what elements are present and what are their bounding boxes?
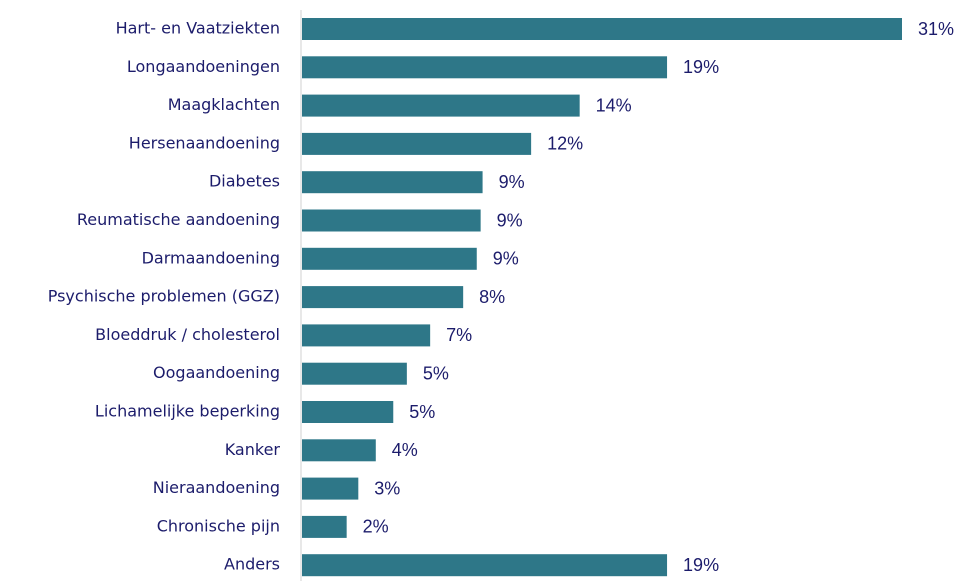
- bar: [302, 132, 532, 155]
- category-label: Hart- en Vaatziekten: [116, 19, 280, 38]
- bar: [302, 286, 464, 309]
- value-label: 12%: [547, 134, 583, 154]
- value-label: 3%: [374, 478, 400, 498]
- category-label: Kanker: [225, 440, 281, 459]
- value-label: 19%: [683, 57, 719, 77]
- category-label: Bloeddruk / cholesterol: [95, 325, 280, 344]
- category-label: Lichamelijke beperking: [95, 402, 280, 421]
- value-label: 5%: [409, 402, 435, 422]
- value-label: 14%: [596, 95, 632, 115]
- category-label: Psychische problemen (GGZ): [48, 287, 280, 306]
- value-label: 9%: [497, 210, 523, 230]
- bar: [302, 362, 407, 385]
- category-label: Longaandoeningen: [127, 57, 280, 76]
- value-label: 9%: [493, 249, 519, 269]
- value-label: 8%: [479, 287, 505, 307]
- value-label: 19%: [683, 555, 719, 575]
- bar: [302, 247, 477, 270]
- value-label: 4%: [392, 440, 418, 460]
- value-label: 2%: [363, 517, 389, 537]
- category-label: Darmaandoening: [142, 248, 280, 267]
- category-label: Reumatische aandoening: [77, 210, 280, 229]
- bar: [302, 515, 347, 538]
- category-label: Chronische pijn: [157, 516, 280, 535]
- value-label: 5%: [423, 363, 449, 383]
- bar: [302, 477, 359, 500]
- category-label: Maagklachten: [168, 95, 280, 114]
- category-label: Hersenaandoening: [129, 133, 280, 152]
- value-label: 31%: [918, 19, 954, 39]
- bar: [302, 56, 668, 79]
- category-label: Nieraandoening: [153, 478, 280, 497]
- bar: [302, 401, 394, 423]
- bar: [302, 439, 376, 462]
- bar: [302, 171, 483, 194]
- value-label: 7%: [446, 325, 472, 345]
- bar: [302, 209, 481, 232]
- bar: [302, 18, 902, 40]
- bar: [302, 554, 668, 577]
- bar: [302, 94, 580, 117]
- category-label: Oogaandoening: [153, 363, 280, 382]
- bar: [302, 324, 431, 347]
- category-label: Anders: [224, 555, 280, 574]
- category-label: Diabetes: [209, 172, 280, 191]
- value-label: 9%: [499, 172, 525, 192]
